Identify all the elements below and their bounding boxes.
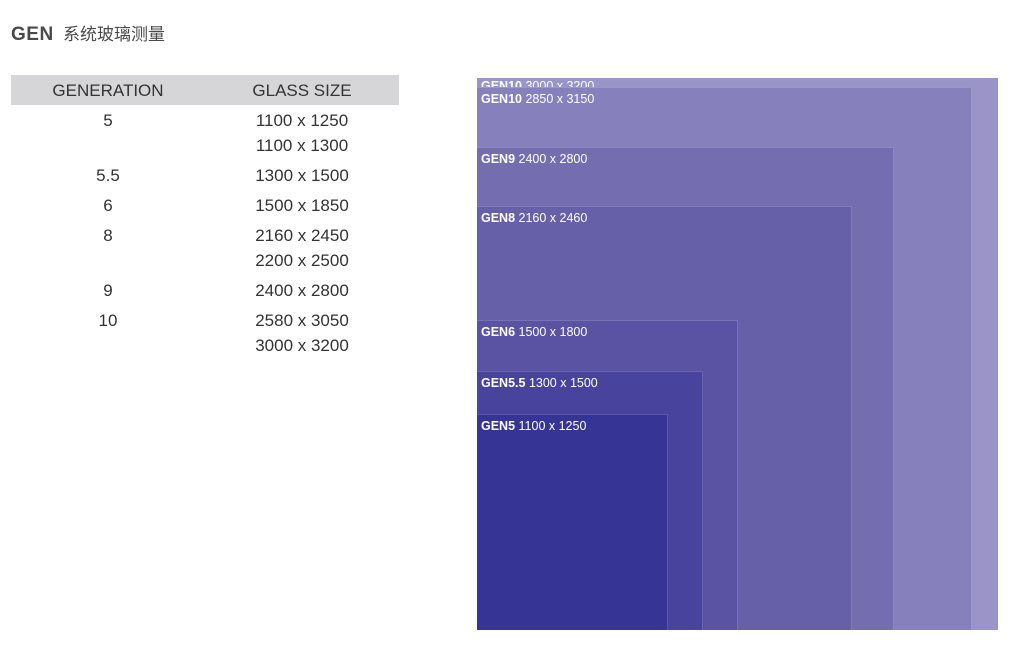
glass-box-gen-label: GEN5.5 — [481, 376, 526, 391]
table-cell-glass-size: 1100 x 1250 — [255, 111, 349, 130]
glass-box-gen-label: GEN5 — [481, 419, 516, 434]
glass-box-size-label: 2160 x 2460 — [515, 210, 588, 225]
table-cell-glass-size: 2580 x 3050 — [255, 311, 349, 330]
table-header: GENERATION GLASS SIZE — [11, 75, 399, 105]
table-cell-glass-size: 1100 x 1300 — [255, 136, 349, 155]
glass-box-size-label: 1100 x 1250 — [515, 419, 587, 434]
table-cell-generation: 5.5 — [96, 166, 120, 185]
glass-box-gen-label: GEN10 — [481, 91, 522, 106]
glass-box-label: GEN5 1100 x 1250 — [481, 419, 586, 433]
table-cell-glass-size: 2200 x 2500 — [255, 251, 349, 270]
header-generation: GENERATION — [52, 81, 164, 100]
glass-box-label: GEN5.5 1300 x 1500 — [481, 376, 598, 390]
table-cell-generation: 6 — [103, 196, 113, 215]
glass-box-label: GEN8 2160 x 2460 — [481, 211, 587, 225]
glass-box-label: GEN10 2850 x 3150 — [481, 92, 594, 106]
table-cell-generation: 9 — [103, 281, 113, 300]
table-cell-generation: 8 — [103, 226, 113, 245]
glass-box-size-label: 1300 x 1500 — [525, 376, 598, 391]
table-cell-glass-size: 2160 x 2450 — [255, 226, 349, 245]
page-title: GEN 系统玻璃测量 — [11, 20, 165, 46]
glass-box-label: GEN6 1500 x 1800 — [481, 325, 587, 339]
table-cell-glass-size: 2400 x 2800 — [255, 281, 349, 300]
title-prefix: GEN — [11, 24, 54, 45]
table-cell-glass-size: 1500 x 1850 — [255, 196, 349, 215]
table-cell-glass-size: 3000 x 3200 — [255, 336, 349, 355]
table-cell-generation: 10 — [98, 311, 118, 330]
table-cell-generation: 5 — [103, 111, 113, 130]
title-text: 系统玻璃测量 — [62, 25, 165, 45]
glass-box-gen-label: GEN6 — [481, 324, 516, 339]
glass-box-size-label: 2400 x 2800 — [515, 152, 588, 166]
glass-box-label: GEN9 2400 x 2800 — [481, 152, 587, 166]
header-glass-size: GLASS SIZE — [252, 81, 352, 100]
generation-table: GENERATION GLASS SIZE 5 1100 x 1250 1100 x… — [11, 75, 399, 355]
glass-box-gen-label: GEN8 — [481, 210, 516, 225]
table-cell-glass-size: 1300 x 1500 — [255, 166, 349, 185]
glass-box-gen5: GEN5 1100 x 1250 — [477, 414, 669, 630]
glass-box-size-label: 2850 x 3150 — [522, 91, 595, 106]
glass-box-gen-label: GEN9 — [481, 152, 516, 166]
glass-box-size-label: 1500 x 1800 — [515, 324, 588, 339]
